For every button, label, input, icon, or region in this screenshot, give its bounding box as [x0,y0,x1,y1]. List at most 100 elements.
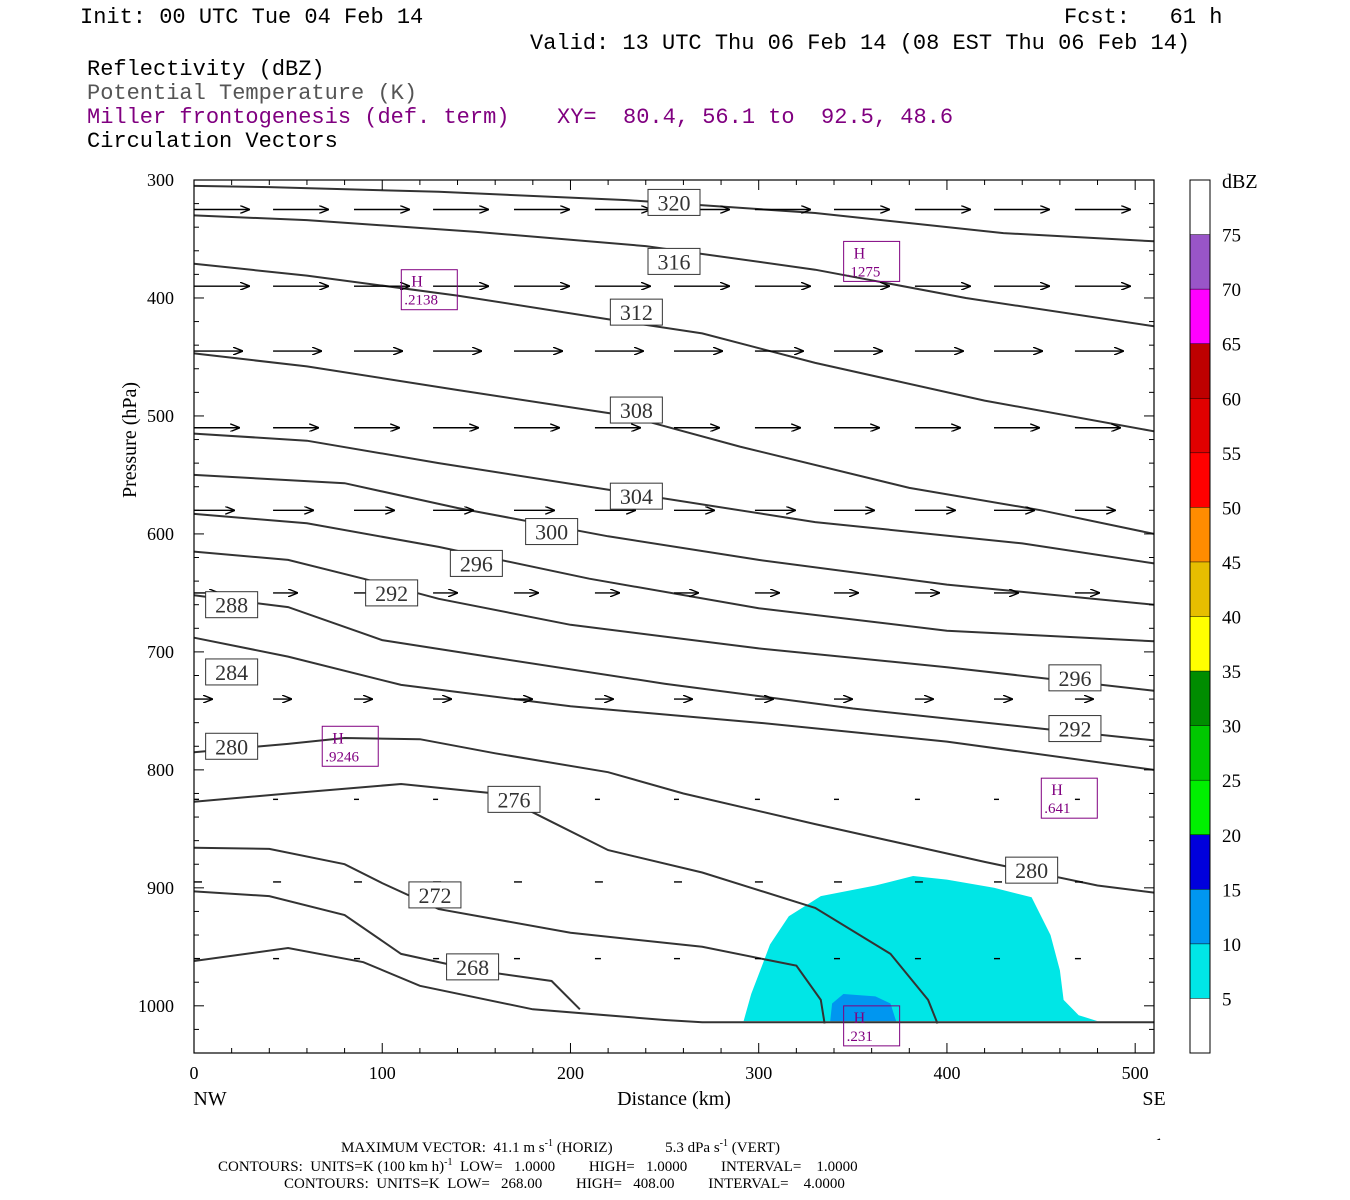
theta-label-box [205,591,259,619]
frontogenesis-high-symbol: H [1051,782,1063,799]
theta-contour-268 [193,890,581,1011]
theta-contour-264 [193,946,1154,1024]
theta-label-296: 296 [460,551,493,576]
theta-contour-308 [193,352,1155,535]
colorbar-swatch [1190,725,1210,781]
frontogenesis-high-symbol: H [854,1010,866,1027]
theta-label-box [647,247,701,275]
frontogenesis-high-symbol: H [854,245,866,262]
theta-label-292: 292 [375,581,408,606]
theta-contours [193,184,1155,1024]
theta-label-box [609,482,663,510]
x-tick-label: 0 [190,1063,199,1083]
reference-vector-head [1156,1138,1161,1140]
theta-label-box [446,953,500,981]
y-axis-title: Pressure (hPa) [119,382,141,498]
horiz-exponent: -1 [544,1138,553,1149]
reference-vector-arrow [1156,1138,1161,1140]
theta-contour-276 [193,782,939,1024]
frontogenesis-high-value: .231 [847,1029,873,1045]
y-tick-label: 1000 [138,996,174,1016]
x-tick-label: 400 [933,1063,960,1083]
x-end-label-se: SE [1142,1088,1165,1110]
frontogenesis-highs: H .2138 H .1275 H .9246 H .641 H .231 [321,240,1098,1047]
colorbar-label: 55 [1222,444,1241,465]
frontogenesis-high-box [400,269,458,311]
x-tick-label: 300 [745,1063,772,1083]
colorbar-swatch [1190,561,1210,617]
plot-frame [193,179,1155,1054]
cross-section-endpoints-label: XY= 80.4, 56.1 to 92.5, 48.6 [557,105,954,130]
theta-label-316: 316 [658,249,691,274]
cross-section-chart: 3203163123083043002962922882842802762722… [119,170,1258,1140]
colorbar-swatch [1190,289,1210,344]
colorbar-swatch [1190,398,1210,453]
theta-label-312: 312 [620,300,653,325]
x-tick-label: 500 [1122,1063,1149,1083]
contours-frontogenesis-line: CONTOURS: UNITS=K (100 km h)-1 LOW= 1.00… [218,1157,858,1176]
contours-frontogenesis-range: LOW= 1.0000 HIGH= 1.0000 INTERVAL= 1.000… [452,1159,858,1175]
forecast-hour-label: Fcst: 61 h [1064,5,1223,30]
frontogenesis-high-box [1040,777,1098,819]
theta-contour-300 [193,473,1155,606]
theta-contour-284 [193,636,1155,771]
y-tick-label: 300 [147,170,174,190]
theta-label-308: 308 [620,398,653,423]
y-tick-label: 600 [147,524,174,544]
x-tick-label: 200 [557,1063,584,1083]
max-vector-horiz-unit: (HORIZ) [556,1140,613,1156]
max-vector-label: MAXIMUM VECTOR: [341,1140,486,1156]
theta-label-296: 296 [1058,666,1091,691]
colorbar-swatch [1190,943,1210,999]
colorbar-label: 45 [1222,553,1241,574]
frontogenesis-high-value: .1275 [847,264,881,280]
colorbar-label: 5 [1222,989,1232,1010]
reflectivity-5dbz-area [743,876,1098,1022]
colorbar-swatch [1190,507,1210,562]
theta-label-box [609,298,663,326]
contours-theta-line: CONTOURS: UNITS=K LOW= 268.00 HIGH= 408.… [284,1176,845,1192]
colorbar-swatch [1190,889,1210,944]
colorbar-label: 70 [1222,280,1241,301]
frontogenesis-high-symbol: H [332,730,344,747]
valid-time-label: Valid: 13 UTC Thu 06 Feb 14 (08 EST Thu … [530,31,1191,56]
frontogenesis-high-value: .2138 [404,293,438,309]
theta-contour-296 [193,512,1155,643]
x-end-label-nw: NW [193,1088,226,1110]
field-frontogenesis-label: Miller frontogenesis (def. term) [87,105,510,130]
init-label: Init: 00 UTC Tue 04 Feb 14 [80,5,424,30]
colorbar-swatch [1190,343,1210,399]
colorbar-label: 10 [1222,935,1241,956]
theta-label-box [487,785,541,813]
frontogenesis-high-symbol: H [411,274,423,291]
theta-label-280: 280 [1015,858,1048,883]
frontogenesis-high-box [321,725,379,767]
theta-contour-292 [193,550,1155,692]
max-vector-horiz: 41.1 m s [493,1140,545,1156]
max-vector-vert: 5.3 dPa s [665,1140,720,1156]
x-tick-label: 100 [369,1063,396,1083]
theta-contour-316 [193,214,1155,328]
theta-label-box [449,549,503,577]
theta-label-box [609,396,663,424]
theta-label-320: 320 [658,190,691,215]
circulation-vectors [194,209,1130,960]
frontogenesis-high-value: .9246 [325,749,359,765]
colorbar-label: 65 [1222,335,1241,356]
colorbar-label: 60 [1222,389,1241,410]
colorbar-swatch [1190,452,1210,508]
colorbar-title: dBZ [1222,171,1258,193]
theta-label-304: 304 [620,484,653,509]
colorbar-label: 30 [1222,717,1241,738]
x-axis-title: Distance (km) [617,1088,731,1110]
colorbar-label: 35 [1222,662,1241,683]
field-theta-label: Potential Temperature (K) [87,81,418,106]
theta-contour-288 [193,594,1155,742]
colorbar-swatch [1190,234,1210,290]
theta-contour-labels: 320 316 312 308 304 300 296 292 288 284 280 276 272 2… [205,188,1102,981]
colorbar-label: 75 [1222,226,1241,247]
theta-label-292: 292 [1058,717,1091,742]
frontogenesis-high-box [843,1005,901,1047]
theta-label-288: 288 [215,593,248,618]
theta-label-284: 284 [215,660,248,685]
